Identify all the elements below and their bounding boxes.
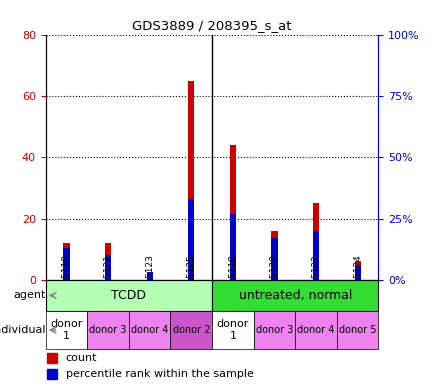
Text: donor 3: donor 3 [255, 325, 293, 335]
Bar [312, 203, 319, 280]
Text: donor
1: donor 1 [50, 319, 82, 341]
Text: donor 3: donor 3 [89, 325, 126, 335]
FancyBboxPatch shape [211, 280, 378, 311]
FancyBboxPatch shape [295, 311, 336, 349]
Text: donor
1: donor 1 [216, 319, 249, 341]
FancyBboxPatch shape [128, 311, 170, 349]
FancyBboxPatch shape [211, 311, 253, 349]
FancyBboxPatch shape [253, 311, 295, 349]
Bar [271, 238, 277, 280]
Text: donor 5: donor 5 [338, 325, 375, 335]
Text: donor 2: donor 2 [172, 325, 210, 335]
Bar [146, 273, 152, 280]
Title: GDS3889 / 208395_s_at: GDS3889 / 208395_s_at [132, 19, 291, 32]
Text: untreated, normal: untreated, normal [238, 289, 351, 302]
Bar [271, 231, 277, 280]
Text: count: count [66, 353, 97, 363]
Text: individual: individual [0, 325, 46, 335]
FancyBboxPatch shape [87, 311, 128, 349]
Bar [229, 145, 235, 280]
Text: GSM595119: GSM595119 [62, 254, 71, 309]
FancyBboxPatch shape [170, 311, 211, 349]
Bar [188, 199, 194, 280]
FancyBboxPatch shape [128, 280, 170, 283]
Bar [188, 81, 194, 280]
FancyBboxPatch shape [87, 280, 128, 283]
Text: GSM595122: GSM595122 [311, 254, 320, 309]
Text: agent: agent [13, 290, 46, 300]
Text: GSM595121: GSM595121 [103, 254, 112, 309]
Text: donor 4: donor 4 [131, 325, 168, 335]
FancyBboxPatch shape [295, 280, 336, 283]
FancyBboxPatch shape [336, 280, 378, 283]
FancyBboxPatch shape [253, 280, 295, 283]
FancyBboxPatch shape [211, 280, 253, 283]
Bar [63, 243, 69, 280]
Text: percentile rank within the sample: percentile rank within the sample [66, 369, 253, 379]
Text: GSM595125: GSM595125 [186, 254, 195, 309]
Text: GSM595124: GSM595124 [352, 254, 362, 309]
FancyBboxPatch shape [170, 280, 211, 283]
FancyBboxPatch shape [46, 280, 87, 283]
Text: GSM595123: GSM595123 [145, 254, 154, 309]
Bar [354, 262, 360, 280]
Text: TCDD: TCDD [111, 289, 146, 302]
FancyBboxPatch shape [46, 311, 87, 349]
Text: donor 4: donor 4 [297, 325, 334, 335]
Text: GSM595118: GSM595118 [228, 254, 237, 309]
Bar [146, 277, 152, 280]
FancyBboxPatch shape [46, 280, 211, 311]
Text: GSM595120: GSM595120 [270, 254, 278, 309]
Bar [354, 265, 360, 280]
Bar [105, 255, 111, 280]
FancyBboxPatch shape [336, 311, 378, 349]
Bar [229, 214, 235, 280]
Bar [63, 248, 69, 280]
Bar [105, 243, 111, 280]
Bar [312, 231, 319, 280]
